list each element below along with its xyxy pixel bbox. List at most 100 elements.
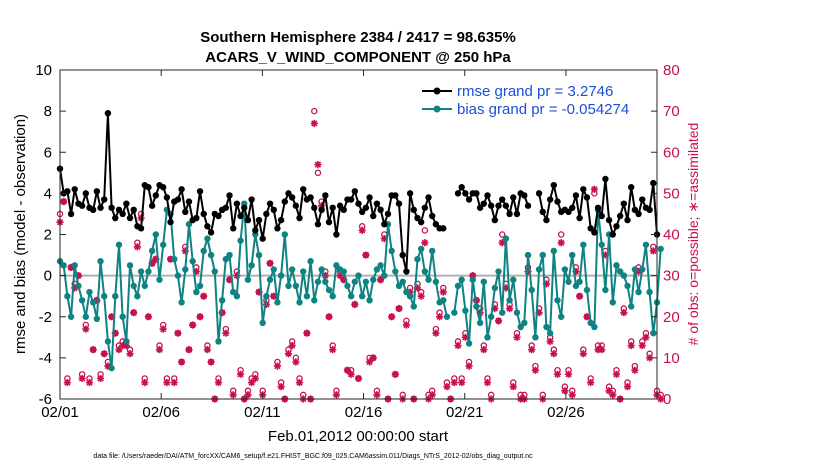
obs-assimilated-point	[395, 304, 403, 313]
rmse-point	[572, 192, 580, 199]
rmse-point	[167, 218, 174, 226]
y-right-tick-label: 0	[663, 391, 671, 408]
rmse-point	[207, 229, 215, 236]
obs-assimilated-point	[380, 235, 388, 243]
rmse-point	[628, 184, 635, 191]
rmse-point	[543, 216, 550, 224]
bias-point	[362, 278, 370, 285]
bias-point	[432, 278, 440, 285]
rmse-point	[163, 194, 171, 201]
obs-assimilated-point	[546, 337, 554, 346]
obs-assimilated-point	[509, 383, 517, 391]
bias-point	[569, 251, 576, 259]
rmse-point	[252, 227, 259, 234]
rmse-point	[244, 216, 252, 224]
bias-point	[377, 262, 384, 269]
rmse-point	[414, 214, 421, 222]
rmse-point	[119, 210, 126, 218]
bias-point	[403, 288, 410, 296]
bias-point	[388, 247, 395, 255]
y-axis-label: rmse and bias (model - observation)	[12, 114, 29, 354]
obs-assimilated-point	[96, 374, 105, 383]
x-axis-label: Feb.01,2012 00:00:00 start	[268, 428, 449, 445]
obs-assimilated-point	[657, 395, 665, 403]
obs-assimilated-point	[498, 239, 506, 247]
bias-point	[469, 276, 476, 283]
rmse-point	[565, 208, 572, 216]
obs-assimilated-point	[163, 378, 171, 387]
bias-point	[598, 241, 605, 248]
rmse-point	[605, 216, 613, 224]
bias-point	[137, 268, 145, 275]
bias-point	[108, 364, 115, 372]
obs-assimilated-point	[178, 358, 186, 366]
rmse-point	[392, 192, 399, 199]
bias-point	[311, 297, 318, 304]
rmse-point	[583, 194, 591, 201]
rmse-point	[406, 190, 414, 197]
rmse-point	[259, 235, 266, 242]
obs-assimilated-point	[590, 185, 598, 193]
obs-assimilated-point	[303, 329, 311, 337]
rmse-point	[266, 200, 274, 207]
y-right-tick-label: 30	[663, 268, 680, 285]
obs-assimilated-point	[85, 378, 94, 387]
y-tick-label: -6	[39, 391, 52, 408]
bias-point	[152, 231, 160, 238]
obs-assimilated-point	[122, 341, 130, 350]
bias-point	[528, 286, 535, 294]
bias-point	[499, 309, 506, 316]
y-axis-right-label: # of obs: o=possible; ∗=assimilated	[685, 123, 701, 346]
bias-point	[185, 221, 193, 228]
obs-assimilated-point	[236, 370, 245, 378]
bias-point	[115, 241, 123, 248]
rmse-point	[193, 214, 200, 222]
bias-point	[399, 278, 406, 285]
y-tick-label: 10	[35, 62, 52, 79]
bias-point	[572, 282, 580, 290]
bias-point	[285, 282, 292, 290]
bias-point	[340, 268, 347, 275]
obs-assimilated-point	[579, 350, 587, 358]
obs-assimilated-point	[251, 374, 259, 383]
obs-assimilated-point	[203, 346, 212, 354]
rmse-point	[126, 214, 134, 222]
obs-assimilated-point	[609, 391, 617, 399]
bias-point	[270, 266, 277, 273]
obs-assimilated-point	[284, 350, 293, 358]
obs-assimilated-point	[266, 259, 274, 267]
obs-assimilated-point	[185, 346, 193, 354]
bias-point	[119, 313, 126, 320]
rmse-point	[594, 204, 602, 211]
obs-assimilated-point	[413, 284, 422, 292]
rmse-point	[277, 216, 285, 224]
bias-point	[513, 309, 521, 316]
obs-assimilated-point	[454, 341, 462, 350]
rmse-point	[318, 206, 325, 214]
obs-assimilated-point	[233, 272, 241, 280]
obs-assimilated-point	[78, 374, 86, 383]
rmse-point	[440, 225, 447, 232]
bias-point	[480, 278, 487, 285]
rmse-point	[329, 204, 336, 211]
bias-point	[281, 231, 288, 238]
obs-assimilated-point	[332, 391, 340, 399]
rmse-point	[454, 190, 462, 197]
obs-assimilated-point	[483, 378, 492, 387]
rmse-point	[370, 212, 377, 220]
obs-assimilated-point	[439, 288, 447, 296]
rmse-point	[598, 212, 605, 220]
bias-point	[329, 292, 336, 300]
rmse-point	[432, 221, 440, 228]
obs-assimilated-point	[428, 391, 436, 399]
obs-assimilated-point	[634, 267, 643, 276]
obs-assimilated-point	[82, 325, 90, 333]
bias-point	[510, 276, 517, 283]
obs-possible-point	[498, 231, 506, 238]
obs-assimilated-point	[255, 288, 263, 296]
rmse-point	[462, 190, 469, 197]
obs-assimilated-point	[159, 325, 167, 333]
obs-assimilated-point	[362, 251, 370, 259]
obs-assimilated-point	[528, 346, 536, 354]
rmse-point	[93, 188, 101, 195]
